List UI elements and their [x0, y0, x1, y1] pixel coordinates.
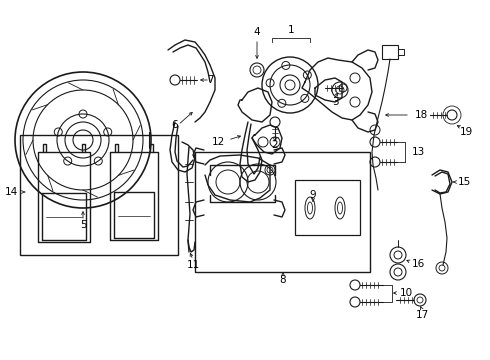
Text: 3: 3: [332, 97, 338, 107]
Bar: [195, 152, 370, 272]
Text: 13: 13: [412, 147, 425, 157]
Text: 10: 10: [400, 288, 413, 298]
Text: 8: 8: [280, 275, 286, 285]
Text: 1: 1: [288, 25, 294, 35]
Text: 17: 17: [416, 310, 429, 320]
Text: 19: 19: [460, 127, 473, 137]
Text: 14: 14: [5, 187, 18, 197]
Text: 18: 18: [415, 110, 428, 120]
Text: 7: 7: [207, 75, 213, 85]
Text: 2: 2: [271, 140, 278, 150]
Text: 6: 6: [172, 120, 178, 130]
Bar: [398, 49, 404, 55]
Bar: [295, 180, 360, 235]
Text: 16: 16: [412, 259, 425, 269]
Text: 4: 4: [254, 27, 260, 37]
Bar: [20, 135, 178, 255]
Text: 11: 11: [186, 260, 199, 270]
Text: 9: 9: [310, 190, 317, 200]
Bar: [382, 45, 398, 59]
Text: 12: 12: [212, 137, 225, 147]
Text: 5: 5: [80, 220, 86, 230]
Text: 15: 15: [458, 177, 471, 187]
